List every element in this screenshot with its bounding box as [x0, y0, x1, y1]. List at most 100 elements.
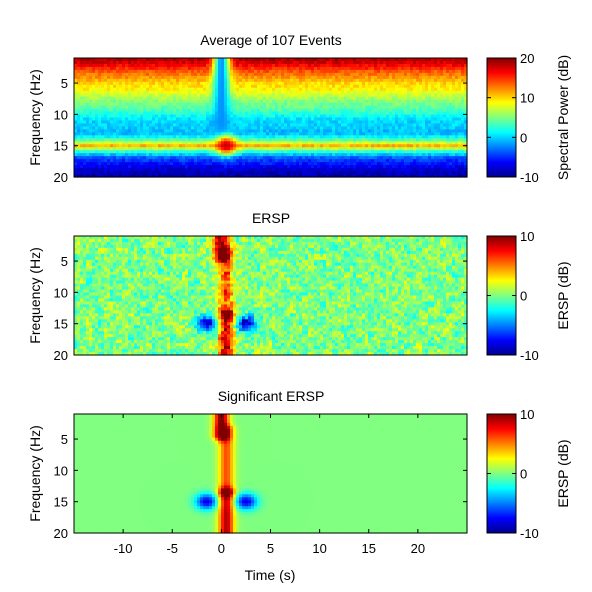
heatmap-cell — [80, 126, 84, 130]
heatmap-cell — [257, 138, 261, 142]
heatmap-cell — [245, 114, 249, 119]
heatmap-cell — [425, 114, 429, 119]
heatmap-cell — [452, 129, 456, 133]
heatmap-cell — [86, 84, 90, 89]
heatmap-cell — [332, 58, 336, 62]
heatmap-cell — [101, 102, 105, 107]
heatmap-cell — [149, 81, 153, 86]
heatmap-cell — [452, 150, 456, 154]
heatmap-cell — [458, 87, 462, 92]
heatmap-cell — [188, 60, 192, 65]
heatmap-cell — [92, 99, 96, 104]
heatmap-cell — [329, 90, 333, 95]
heatmap-cell — [356, 126, 360, 130]
heatmap-cell — [392, 111, 396, 116]
heatmap-cell — [392, 99, 396, 104]
heatmap-cell — [434, 114, 438, 119]
heatmap-cell — [191, 87, 195, 92]
heatmap-cell — [134, 93, 138, 98]
heatmap-cell — [380, 108, 384, 113]
heatmap-cell — [152, 78, 156, 83]
heatmap-cell — [386, 117, 390, 122]
heatmap-cell — [344, 58, 348, 62]
heatmap-cell — [449, 96, 453, 101]
heatmap-cell — [431, 108, 435, 113]
heatmap-cell — [137, 105, 141, 110]
heatmap-cell — [341, 66, 345, 71]
heatmap-cell — [212, 114, 216, 119]
heatmap-cell — [422, 123, 426, 128]
heatmap-cell — [245, 87, 249, 92]
heatmap-cell — [431, 159, 435, 163]
heatmap-cell — [167, 135, 171, 139]
heatmap-cell — [119, 60, 123, 65]
heatmap-cell — [413, 132, 417, 136]
heatmap-cell — [185, 144, 189, 148]
heatmap-cell — [185, 153, 189, 157]
heatmap-cell — [287, 60, 291, 65]
heatmap-cell — [416, 156, 420, 160]
heatmap-cell — [191, 138, 195, 142]
heatmap-cell — [167, 58, 171, 62]
heatmap-cell — [278, 168, 282, 172]
heatmap-cell — [179, 108, 183, 113]
heatmap-cell — [326, 162, 330, 166]
heatmap-cell — [398, 138, 402, 142]
heatmap-cell — [317, 90, 321, 95]
heatmap-cell — [215, 69, 219, 74]
heatmap-cell — [401, 105, 405, 110]
heatmap-cell — [221, 129, 225, 133]
heatmap-cell — [341, 99, 345, 104]
heatmap-cell — [338, 105, 342, 110]
heatmap-cell — [428, 66, 432, 71]
heatmap-cell — [305, 105, 309, 110]
heatmap-cell — [455, 138, 459, 142]
heatmap-cell — [299, 90, 303, 95]
heatmap-cell — [287, 72, 291, 77]
heatmap-cell — [311, 96, 315, 101]
heatmap-cell — [359, 129, 363, 133]
heatmap-cell — [257, 84, 261, 89]
heatmap-cell — [260, 78, 264, 83]
heatmap-cell — [101, 144, 105, 148]
heatmap-cell — [161, 126, 165, 130]
heatmap-cell — [212, 165, 216, 169]
heatmap-cell — [140, 138, 144, 142]
heatmap-cell — [416, 153, 420, 157]
heatmap-cell — [98, 165, 102, 169]
heatmap-cell — [251, 123, 255, 128]
heatmap-cell — [386, 153, 390, 157]
heatmap-cell — [86, 105, 90, 110]
heatmap-cell — [239, 144, 243, 148]
heatmap-cell — [77, 165, 81, 169]
heatmap-cell — [122, 141, 126, 145]
heatmap-cell — [392, 102, 396, 107]
heatmap-cell — [200, 90, 204, 95]
heatmap-cell — [182, 60, 186, 65]
heatmap-cell — [254, 108, 258, 113]
heatmap-cell — [86, 150, 90, 154]
heatmap-cell — [365, 168, 369, 172]
heatmap-cell — [173, 93, 177, 98]
heatmap-cell — [395, 168, 399, 172]
heatmap-cell — [362, 165, 366, 169]
heatmap-cell — [92, 126, 96, 130]
heatmap-cell — [122, 156, 126, 160]
heatmap-cell — [344, 141, 348, 145]
heatmap-cell — [458, 162, 462, 166]
heatmap-cell — [182, 132, 186, 136]
heatmap-cell — [191, 60, 195, 65]
heatmap-cell — [224, 168, 228, 172]
heatmap-cell — [440, 165, 444, 169]
heatmap-cell — [107, 90, 111, 95]
heatmap-cell — [338, 69, 342, 74]
heatmap-cell — [284, 60, 288, 65]
heatmap-cell — [167, 111, 171, 116]
heatmap-cell — [125, 90, 129, 95]
heatmap-cell — [212, 141, 216, 145]
heatmap-cell — [446, 102, 450, 107]
heatmap-cell — [326, 99, 330, 104]
heatmap-cell — [128, 114, 132, 119]
heatmap-cell — [236, 162, 240, 166]
heatmap-cell — [173, 153, 177, 157]
